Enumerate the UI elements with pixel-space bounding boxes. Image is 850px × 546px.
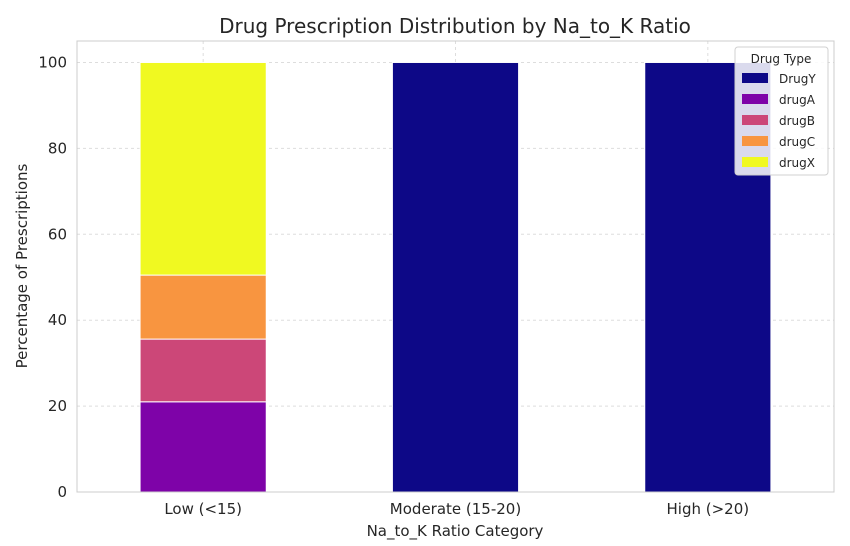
y-axis-label: Percentage of Prescriptions [13, 163, 31, 368]
legend-label-drugb: drugB [779, 114, 815, 128]
legend-title: Drug Type [751, 52, 812, 66]
legend-label-drugx: drugX [779, 156, 815, 170]
legend-swatch-drugb [742, 115, 768, 125]
y-tick-labels: 0 20 40 60 80 100 [38, 53, 67, 501]
legend: Drug Type DrugY drugA drugB drugC drugX [734, 46, 829, 176]
x-tick-label: Moderate (15-20) [390, 500, 521, 518]
x-tick-label: High (>20) [667, 500, 750, 518]
bar-segment-drugx [139, 61, 267, 276]
x-tick-label: Low (<15) [164, 500, 242, 518]
bar-segment-drugb [139, 338, 267, 403]
chart-title: Drug Prescription Distribution by Na_to_… [219, 14, 691, 38]
x-tick-labels: Low (<15) Moderate (15-20) High (>20) [164, 500, 749, 518]
bar-segment-drugy [391, 61, 520, 493]
bar-segment-drugc [139, 274, 267, 340]
y-tick-label: 80 [48, 139, 67, 157]
legend-items: DrugY drugA drugB drugC drugX [742, 72, 816, 170]
y-tick-label: 100 [38, 53, 67, 71]
y-tick-label: 60 [48, 225, 67, 243]
y-tick-label: 0 [57, 483, 67, 501]
legend-label-druga: drugA [779, 93, 816, 107]
legend-swatch-druga [742, 94, 768, 104]
y-tick-label: 40 [48, 311, 67, 329]
x-axis-label: Na_to_K Ratio Category [367, 522, 544, 541]
legend-swatch-drugy [742, 73, 768, 83]
bars [139, 61, 772, 493]
legend-label-drugy: DrugY [779, 72, 816, 86]
legend-swatch-drugx [742, 157, 768, 167]
y-tick-label: 20 [48, 397, 67, 415]
bar-segment-druga [139, 401, 267, 493]
plot-frame [76, 40, 835, 493]
legend-label-drugc: drugC [779, 135, 815, 149]
legend-swatch-drugc [742, 136, 768, 146]
